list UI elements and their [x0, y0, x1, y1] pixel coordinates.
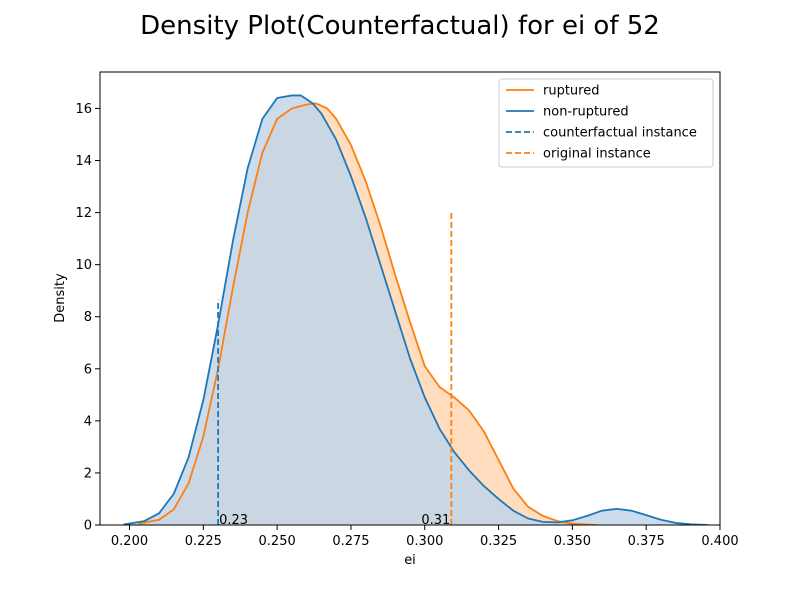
y-tick-label: 14 — [75, 154, 92, 169]
density-lines — [123, 94, 709, 525]
legend: ruptured non-ruptured counterfactual insta… — [498, 78, 714, 168]
y-tick-label: 8 — [84, 310, 92, 325]
x-axis-label: ei — [404, 553, 416, 568]
y-tick-label: 6 — [84, 362, 92, 377]
legend-label: original instance — [543, 147, 651, 162]
y-tick-label: 2 — [84, 466, 92, 481]
y-tick-label: 4 — [84, 414, 92, 429]
x-tick-label: 0.375 — [628, 534, 665, 549]
instance-lines — [217, 209, 453, 525]
plot-frame — [99, 71, 721, 526]
x-tick-label: 0.225 — [185, 534, 222, 549]
y-tick-label: 0 — [84, 519, 92, 534]
x-tick-label: 0.300 — [406, 534, 443, 549]
counterfactual-instance-value: 0.23 — [219, 513, 248, 528]
legend-box — [498, 78, 714, 168]
legend-label: counterfactual instance — [543, 126, 697, 141]
ruptured-line — [138, 102, 597, 525]
x-tick-label: 0.200 — [111, 534, 148, 549]
instance-annotations: 0.23 0.31 — [219, 513, 450, 528]
non-ruptured-fill — [123, 95, 709, 525]
y-axis-ticks: 0 2 4 6 8 10 12 14 16 — [75, 102, 100, 534]
legend-label: non-ruptured — [543, 105, 629, 120]
non-ruptured-line — [123, 94, 709, 525]
chart-title: Density Plot(Counterfactual) for ei of 5… — [140, 11, 660, 41]
x-tick-label: 0.250 — [259, 534, 296, 549]
legend-label: ruptured — [543, 84, 599, 99]
x-tick-label: 0.325 — [480, 534, 517, 549]
original-instance-value: 0.31 — [421, 513, 450, 528]
density-fills — [123, 95, 709, 525]
x-tick-label: 0.350 — [554, 534, 591, 549]
y-tick-label: 10 — [75, 258, 92, 273]
y-tick-label: 16 — [75, 102, 92, 117]
x-axis-ticks: 0.200 0.225 0.250 0.275 0.300 0.325 0.350 0.375… — [111, 525, 739, 549]
x-tick-label: 0.275 — [332, 534, 369, 549]
y-tick-label: 12 — [75, 206, 92, 221]
y-axis-label: Density — [53, 273, 68, 323]
x-tick-label: 0.400 — [701, 534, 738, 549]
plot-area — [123, 94, 709, 525]
